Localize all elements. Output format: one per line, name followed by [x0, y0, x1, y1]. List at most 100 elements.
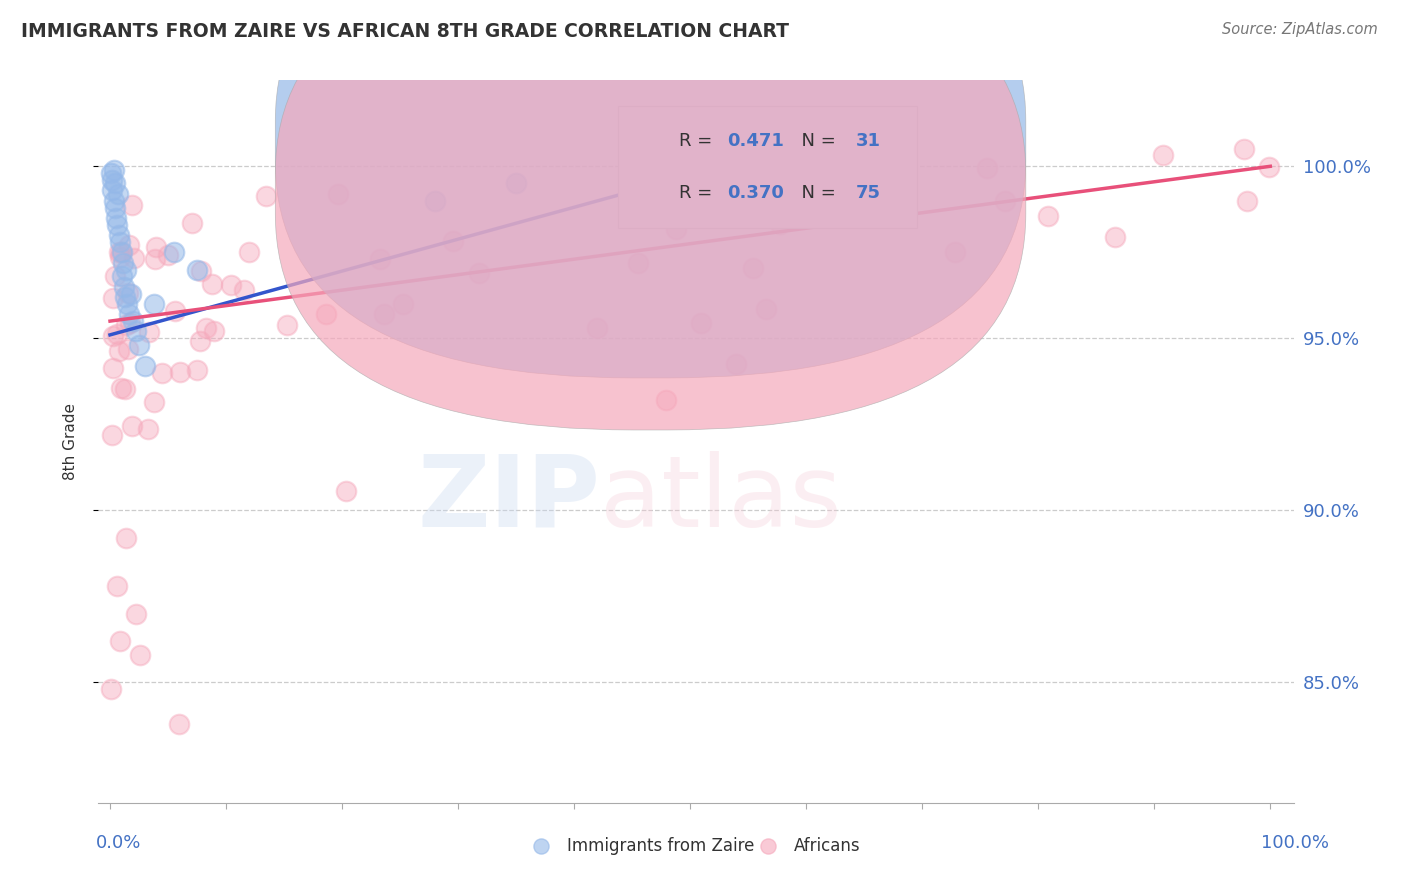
- Point: [157, 248, 180, 262]
- Text: 0.0%: 0.0%: [96, 834, 141, 852]
- Point: [689, 317, 711, 331]
- Point: [742, 261, 765, 276]
- Point: [118, 238, 141, 252]
- Point: [276, 318, 298, 333]
- Point: [1036, 209, 1059, 223]
- Point: [134, 359, 156, 373]
- Point: [100, 682, 122, 697]
- Point: [111, 245, 134, 260]
- Point: [125, 607, 148, 621]
- Point: [138, 325, 160, 339]
- Point: [143, 395, 166, 409]
- Point: [128, 648, 150, 662]
- Point: [103, 194, 125, 208]
- Point: [100, 166, 122, 180]
- Point: [110, 235, 132, 249]
- Point: [167, 716, 190, 731]
- Point: [104, 269, 127, 284]
- Point: [254, 189, 277, 203]
- Point: [143, 297, 166, 311]
- Point: [112, 279, 135, 293]
- Point: [104, 201, 127, 215]
- Point: [1257, 160, 1279, 174]
- Point: [114, 382, 136, 396]
- Point: [143, 252, 166, 266]
- Point: [107, 326, 129, 341]
- Point: [117, 297, 139, 311]
- Text: Immigrants from Zaire: Immigrants from Zaire: [567, 838, 754, 855]
- Point: [101, 428, 124, 442]
- Point: [107, 186, 129, 201]
- Point: [111, 255, 134, 269]
- Point: [120, 286, 142, 301]
- Point: [120, 316, 142, 330]
- Point: [335, 483, 357, 498]
- Point: [737, 156, 759, 170]
- Point: [505, 177, 527, 191]
- Point: [1236, 194, 1258, 209]
- Text: N =: N =: [790, 185, 842, 202]
- Point: [392, 297, 415, 311]
- Point: [110, 381, 132, 395]
- Point: [103, 162, 125, 177]
- Point: [117, 342, 139, 356]
- Point: [121, 198, 143, 212]
- Point: [238, 244, 260, 259]
- Point: [188, 334, 211, 349]
- Point: [104, 177, 127, 191]
- Point: [122, 251, 145, 265]
- Point: [976, 161, 998, 175]
- Point: [219, 278, 242, 293]
- Point: [661, 142, 683, 156]
- Point: [163, 304, 186, 318]
- Point: [665, 222, 688, 236]
- Point: [627, 256, 650, 270]
- Text: atlas: atlas: [600, 450, 842, 548]
- Point: [117, 286, 139, 301]
- Point: [326, 187, 349, 202]
- FancyBboxPatch shape: [276, 0, 1026, 378]
- Text: N =: N =: [790, 132, 842, 151]
- Point: [1104, 230, 1126, 244]
- Point: [136, 422, 159, 436]
- Text: IMMIGRANTS FROM ZAIRE VS AFRICAN 8TH GRADE CORRELATION CHART: IMMIGRANTS FROM ZAIRE VS AFRICAN 8TH GRA…: [21, 22, 789, 41]
- Point: [655, 392, 678, 407]
- Point: [441, 234, 464, 248]
- Point: [1233, 142, 1256, 156]
- Point: [202, 324, 225, 338]
- Point: [108, 250, 131, 264]
- Point: [101, 329, 124, 343]
- Point: [755, 301, 778, 316]
- Point: [1152, 148, 1174, 162]
- Point: [994, 194, 1017, 209]
- Point: [117, 307, 139, 321]
- Point: [111, 269, 134, 284]
- Point: [186, 262, 208, 277]
- Point: [724, 357, 747, 371]
- Point: [115, 318, 138, 332]
- Point: [145, 239, 167, 253]
- Point: [769, 217, 792, 231]
- Text: R =: R =: [679, 132, 718, 151]
- Point: [122, 314, 145, 328]
- Point: [163, 245, 186, 260]
- Point: [110, 634, 132, 648]
- Point: [190, 264, 212, 278]
- Point: [115, 531, 138, 545]
- Point: [169, 364, 191, 378]
- Point: [195, 320, 218, 334]
- Point: [186, 363, 208, 377]
- Point: [232, 283, 254, 297]
- Point: [101, 173, 124, 187]
- Point: [107, 344, 129, 359]
- Text: 31: 31: [856, 132, 882, 151]
- Point: [115, 262, 138, 277]
- Point: [128, 338, 150, 352]
- Text: 100.0%: 100.0%: [1261, 834, 1329, 852]
- Y-axis label: 8th Grade: 8th Grade: [63, 403, 77, 480]
- FancyBboxPatch shape: [619, 105, 917, 228]
- FancyBboxPatch shape: [276, 0, 1026, 430]
- Point: [110, 245, 132, 260]
- Point: [101, 183, 124, 197]
- Text: ZIP: ZIP: [418, 450, 600, 548]
